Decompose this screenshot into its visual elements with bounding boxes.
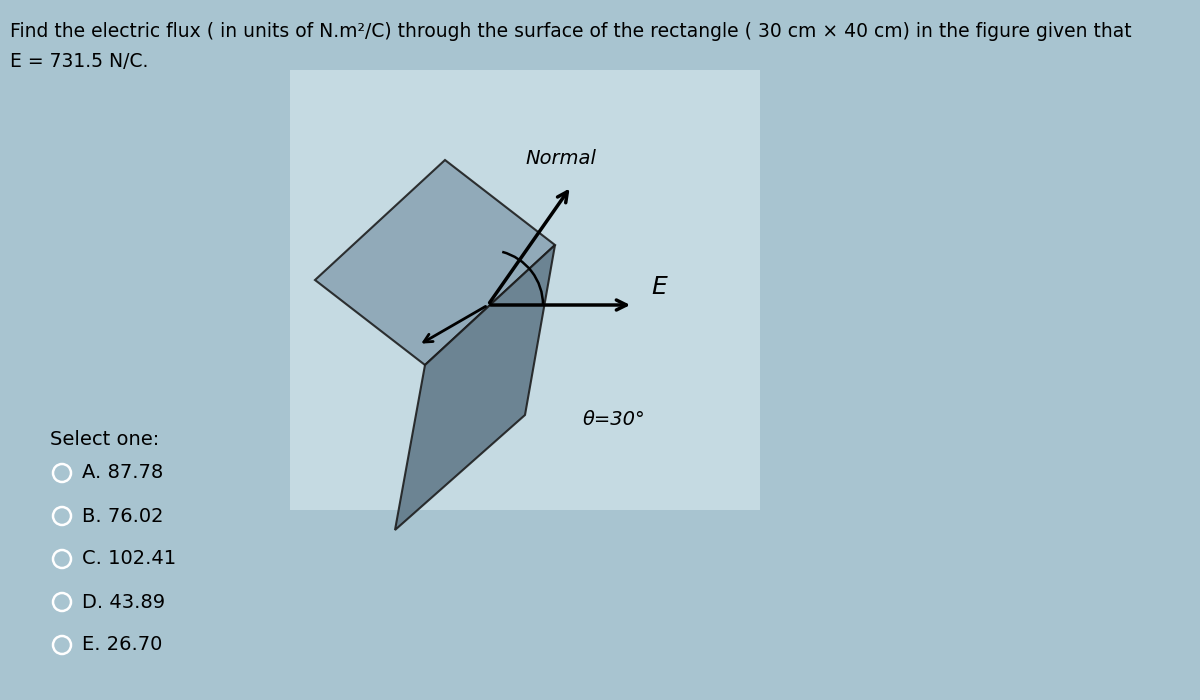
Text: E: E	[650, 275, 667, 299]
Polygon shape	[314, 160, 554, 365]
Text: Find the electric flux ( in units of N.m²/C) through the surface of the rectangl: Find the electric flux ( in units of N.m…	[10, 22, 1132, 41]
Bar	[290, 70, 760, 510]
Text: C. 102.41: C. 102.41	[82, 550, 176, 568]
Text: θ=30°: θ=30°	[583, 410, 646, 429]
Text: D. 43.89: D. 43.89	[82, 592, 166, 612]
Text: Select one:: Select one:	[50, 430, 160, 449]
Text: E. 26.70: E. 26.70	[82, 636, 162, 654]
Text: B. 76.02: B. 76.02	[82, 507, 163, 526]
Text: A. 87.78: A. 87.78	[82, 463, 163, 482]
Text: Normal: Normal	[526, 149, 596, 168]
Polygon shape	[395, 245, 554, 530]
Text: E = 731.5 N/C.: E = 731.5 N/C.	[10, 52, 149, 71]
